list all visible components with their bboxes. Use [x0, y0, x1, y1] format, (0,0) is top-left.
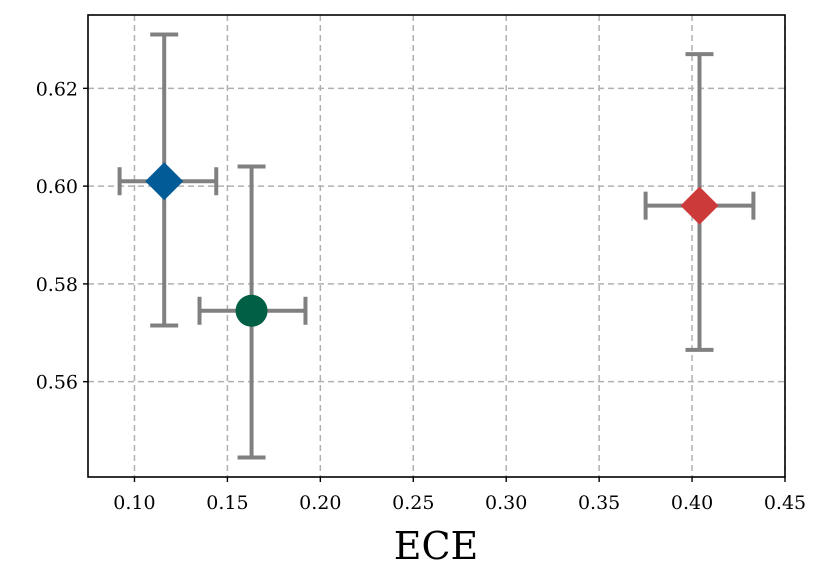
x-tick-label: 0.45 [764, 492, 806, 514]
blue-diamond-marker [145, 162, 184, 201]
y-tick-label: 0.62 [36, 78, 78, 100]
x-tick-label: 0.10 [113, 492, 155, 514]
axis-ticks: 0.10 0.15 0.20 0.25 0.30 0.35 0.40 0.45 0.56 0.58… [36, 78, 806, 514]
y-tick-label: 0.60 [36, 176, 78, 198]
y-tick-label: 0.56 [36, 372, 78, 394]
green-circle-marker [235, 294, 268, 327]
x-tick-label: 0.40 [671, 492, 713, 514]
y-tick-label: 0.58 [36, 274, 78, 296]
x-tick-label: 0.35 [578, 492, 620, 514]
x-tick-label: 0.20 [299, 492, 341, 514]
data-markers [145, 162, 719, 327]
x-axis-title: ECE [394, 524, 479, 568]
x-tick-label: 0.25 [392, 492, 434, 514]
error-bars [117, 32, 756, 460]
plot-frame [87, 14, 786, 478]
x-tick-label: 0.15 [206, 492, 248, 514]
x-tick-label: 0.30 [485, 492, 527, 514]
grid [88, 15, 786, 477]
red-diamond-marker [680, 186, 719, 225]
